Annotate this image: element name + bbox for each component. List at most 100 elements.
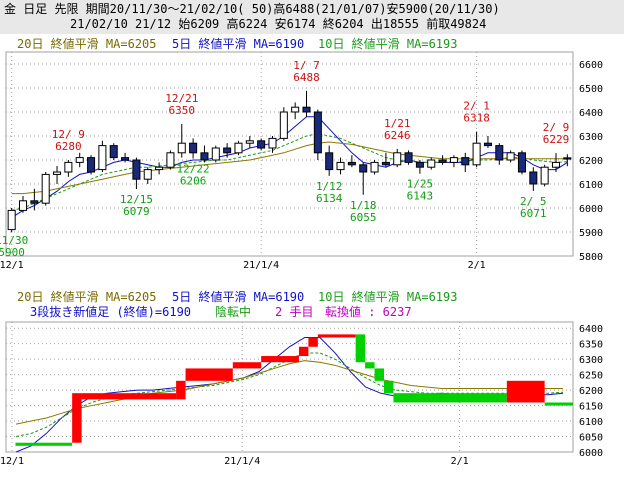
candle: [302, 106, 311, 113]
x-tick-label: 12/1: [0, 456, 24, 467]
y-tick-label: 6600: [579, 60, 603, 71]
up-brick: [176, 380, 186, 400]
y-tick-label: 6400: [579, 324, 603, 335]
candle: [381, 161, 390, 166]
high-date-label: 1/21: [384, 117, 411, 130]
y-tick-label: 6050: [579, 433, 603, 444]
up-brick: [232, 362, 262, 369]
low-value-label: 5900: [0, 246, 25, 259]
header-line-2: 21/02/10 21/12 始6209 高6224 安6174 終6204 出…: [70, 16, 486, 31]
y-tick-label: 6500: [579, 84, 603, 95]
top-legend-ma20: 20日 終値平滑 MA=6205: [17, 36, 156, 51]
y-tick-label: 6100: [579, 180, 603, 191]
bottom-legend-reversal: 転換値 : 6237: [325, 304, 412, 319]
down-brick: [384, 380, 394, 394]
candle: [529, 171, 538, 185]
candle: [370, 161, 379, 173]
low-date-label: 12/22: [177, 163, 210, 176]
candle: [53, 171, 62, 175]
y-tick-label: 5800: [579, 252, 603, 263]
y-tick-label: 6300: [579, 132, 603, 143]
candle: [234, 142, 243, 154]
candle: [223, 147, 232, 154]
candle: [64, 161, 73, 173]
candle: [336, 161, 345, 171]
candle: [563, 157, 572, 160]
low-value-label: 6134: [316, 192, 343, 205]
candle: [325, 152, 334, 171]
up-brick: [308, 337, 318, 347]
up-brick: [298, 346, 309, 357]
y-tick-label: 6400: [579, 108, 603, 119]
candle: [347, 161, 356, 166]
y-tick-label: 6200: [579, 386, 603, 397]
candle: [211, 147, 220, 161]
y-tick-label: 6200: [579, 156, 603, 167]
down-brick: [374, 368, 384, 381]
candle: [7, 209, 16, 231]
down-brick: [393, 393, 507, 403]
low-date-label: 1/12: [316, 180, 343, 193]
up-brick: [317, 334, 356, 338]
candle: [98, 145, 107, 171]
candle: [393, 152, 402, 166]
up-brick: [185, 368, 233, 381]
y-tick-label: 6150: [579, 402, 603, 413]
candle: [291, 106, 300, 113]
up-brick: [72, 393, 82, 443]
candle: [18, 200, 28, 211]
x-tick-label: 21/1/4: [224, 456, 260, 467]
candle: [483, 142, 492, 147]
candle: [177, 142, 186, 154]
low-date-label: 2/ 5: [520, 195, 547, 208]
y-tick-label: 6250: [579, 371, 603, 382]
high-value-label: 6229: [543, 133, 570, 146]
high-value-label: 6246: [384, 129, 411, 142]
candle: [517, 152, 526, 173]
high-value-label: 6488: [293, 71, 320, 84]
top-legend-ma10: 10日 終値平滑 MA=6193: [318, 36, 457, 51]
candle: [449, 157, 458, 163]
candle: [495, 145, 504, 161]
candle: [472, 142, 481, 166]
candle: [143, 169, 152, 180]
candle: [75, 157, 84, 163]
low-date-label: 12/15: [120, 193, 153, 206]
low-date-label: 1/18: [350, 199, 377, 212]
candle: [87, 157, 96, 173]
low-date-label: 1/25: [407, 178, 434, 191]
candle: [359, 164, 368, 173]
bottom-legend-ma20: 20日 終値平滑 MA=6205: [17, 289, 156, 304]
y-tick-label: 6000: [579, 448, 603, 459]
candle: [540, 166, 549, 185]
low-date-label: 11/30: [0, 234, 28, 247]
down-brick: [544, 402, 573, 406]
x-tick-label: 2/1: [451, 456, 469, 467]
high-value-label: 6318: [463, 112, 490, 125]
three-line-break-panel: 6000 6050 6100 6150 6200 6250 6300 6350 6400 12/1…: [0, 321, 603, 467]
candle: [166, 152, 175, 168]
bottom-legend-three-line: 3段抜き新値足 (終値)=6190: [30, 304, 191, 319]
candle: [268, 137, 277, 149]
high-date-label: 2/ 9: [543, 121, 570, 134]
candle: [506, 152, 515, 161]
candle: [551, 161, 561, 168]
plot-frame: [5, 51, 574, 257]
x-tick-label: 12/1: [0, 260, 24, 271]
candle: [41, 173, 50, 204]
candle: [461, 157, 470, 166]
candle: [257, 140, 266, 149]
candle: [415, 161, 424, 168]
header-line-1: 金 日足 先限 期間20/11/30〜21/02/10( 50)高6488(21…: [4, 1, 500, 16]
down-brick: [355, 334, 366, 363]
x-tick-label: 21/1/4: [243, 260, 279, 271]
bottom-legend-step: 2 手目: [275, 305, 313, 319]
bottom-legend-state: 陰転中: [215, 304, 251, 319]
low-value-label: 6071: [520, 207, 547, 220]
candle: [189, 142, 198, 154]
up-brick: [506, 380, 545, 403]
candle: [427, 159, 436, 168]
ma-line: [15, 360, 563, 425]
